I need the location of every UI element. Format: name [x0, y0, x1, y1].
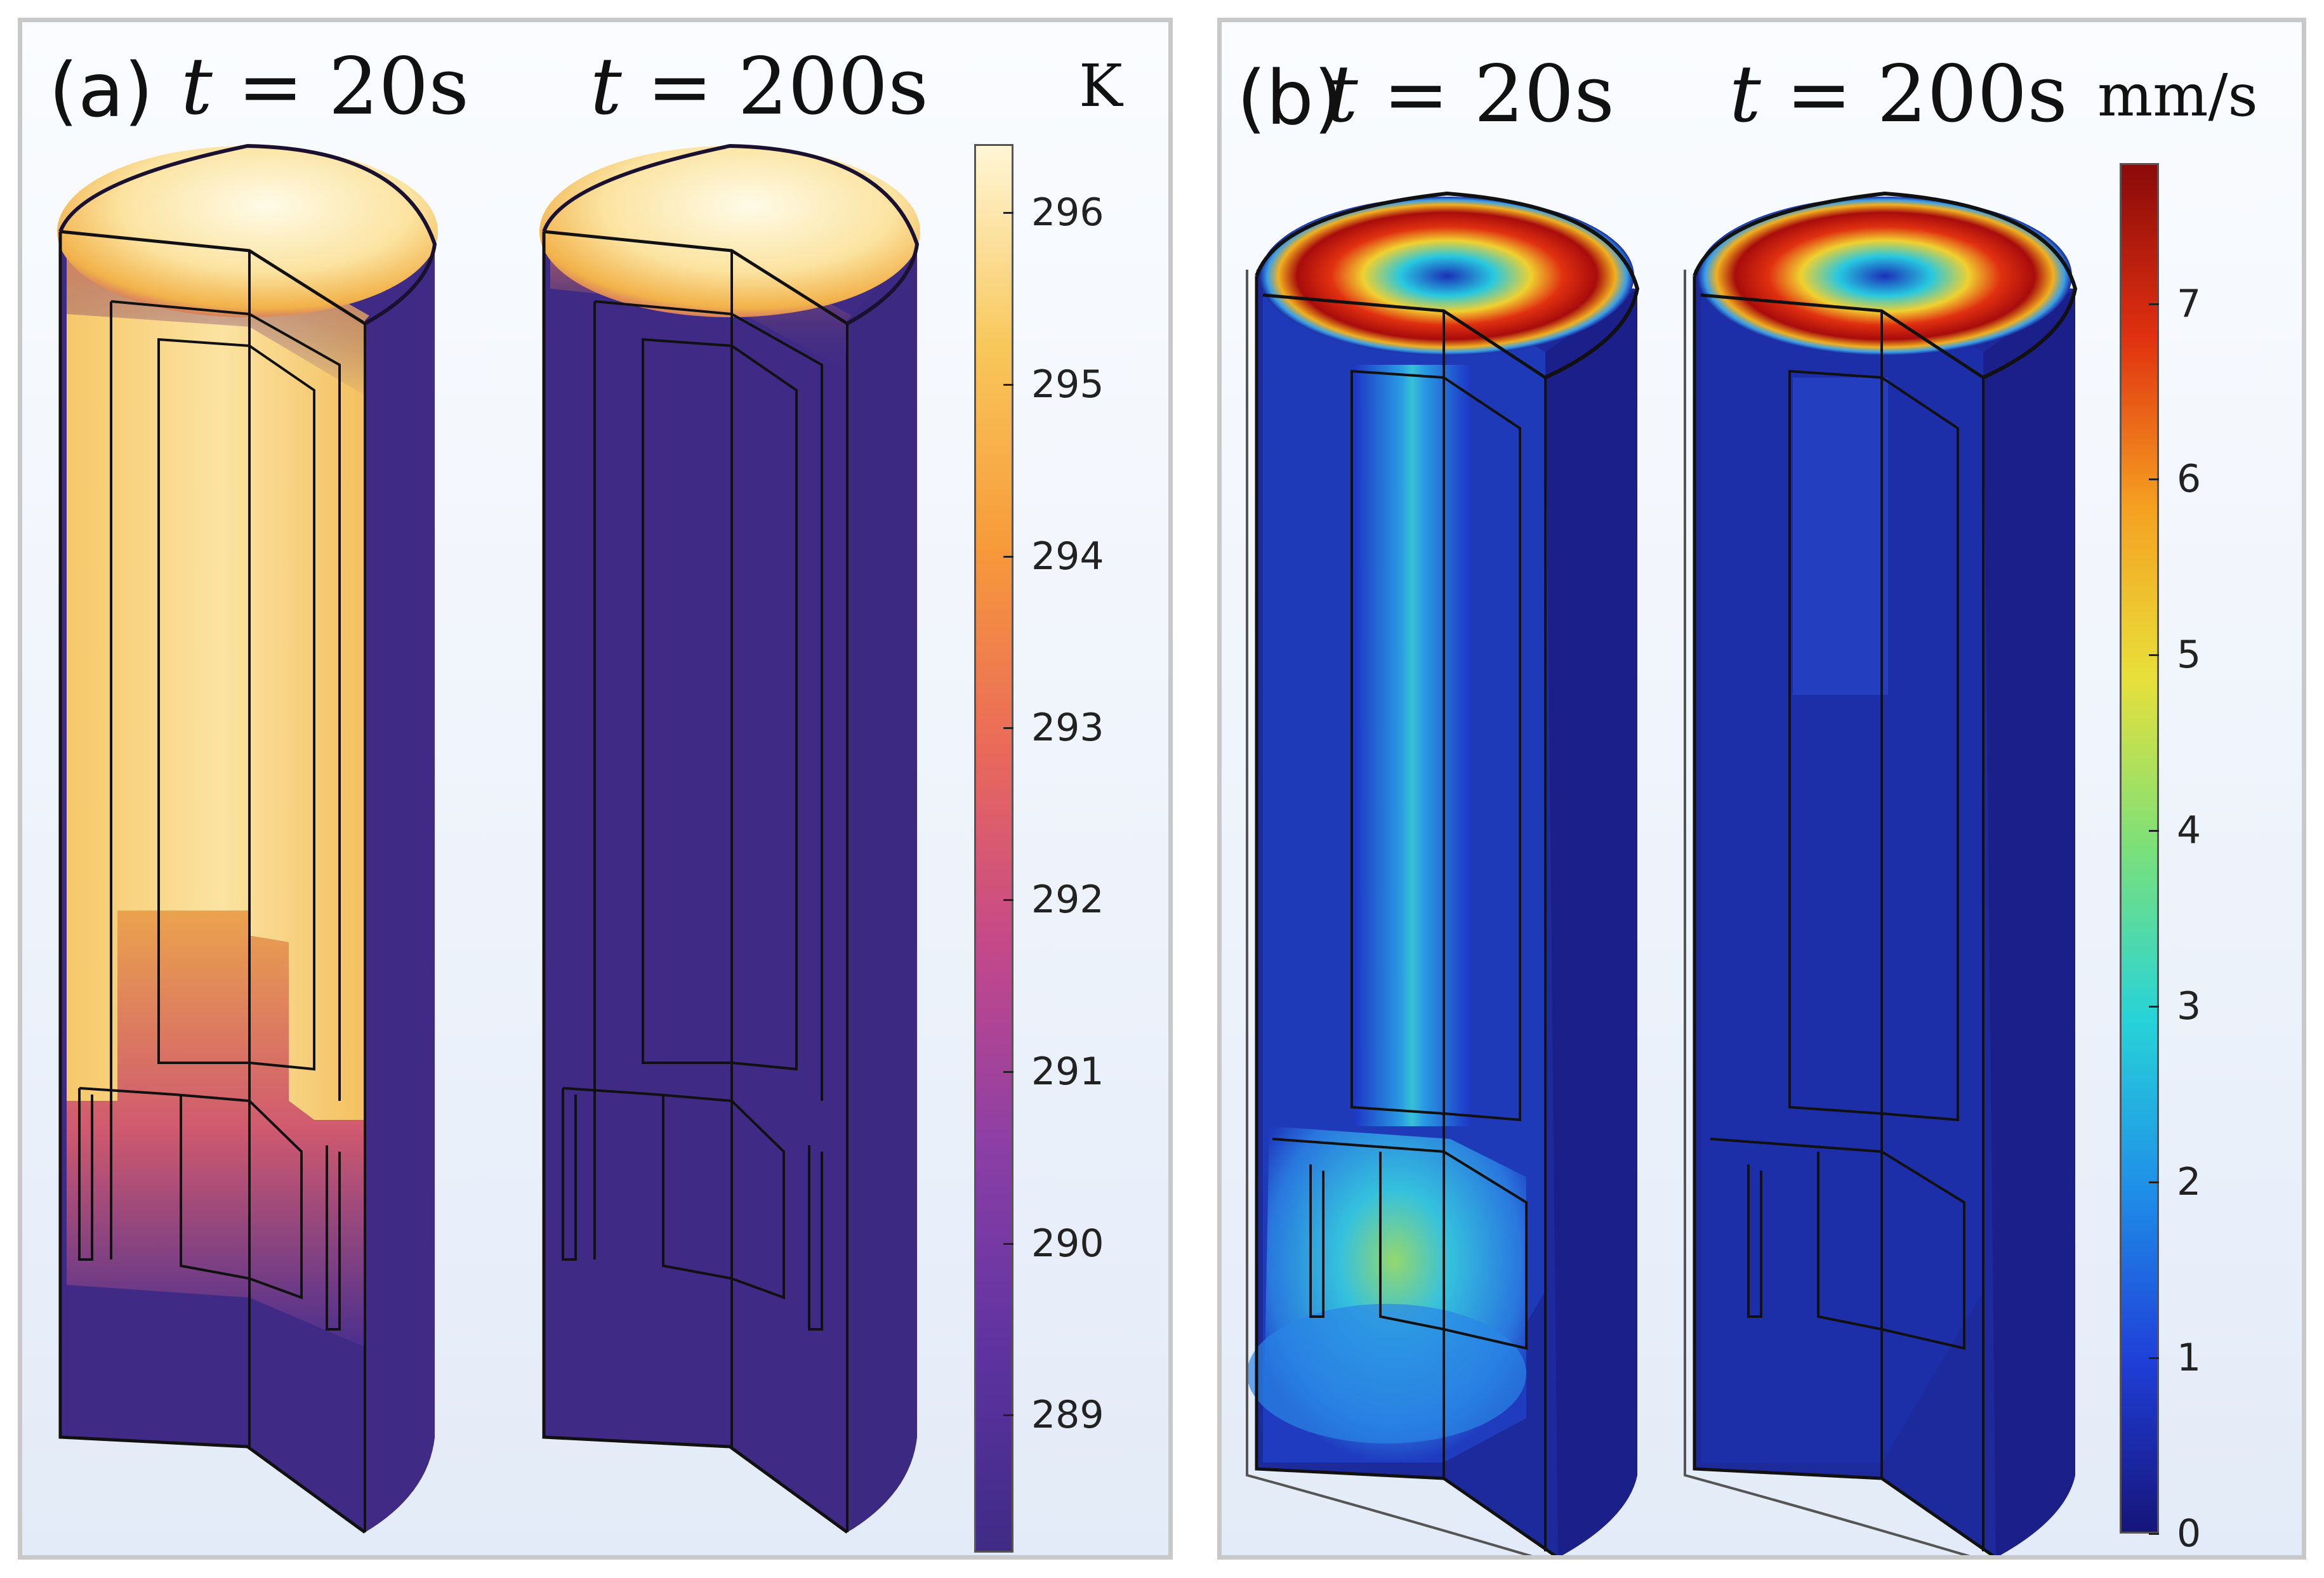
colorbar-tick-label: 289	[1031, 1393, 1104, 1438]
time-variable: t	[1729, 49, 1761, 140]
panel-b-unit: mm/s	[2097, 62, 2258, 129]
colorbar-tick-label: 296	[1031, 190, 1104, 235]
colorbar-tick	[1003, 1242, 1013, 1245]
panel-a-temperature: (a) t = 20s t = 200s K	[18, 18, 1173, 1560]
colorbar-temperature	[974, 144, 1013, 1553]
colorbar-tick	[1003, 1414, 1013, 1417]
colorbar-tick-label: 294	[1031, 534, 1104, 579]
colorbar-tick-label: 291	[1031, 1049, 1104, 1094]
panel-a-time-20s: t = 20s	[181, 48, 469, 126]
cylinder-t200s-velocity	[1684, 191, 2078, 1555]
colorbar-tick-label: 3	[2177, 984, 2202, 1029]
colorbar-tick	[2149, 1181, 2159, 1184]
panel-a-label: (a)	[49, 46, 154, 134]
panel-a-cylinders	[57, 143, 920, 1534]
colorbar-tick-label: 7	[2177, 281, 2202, 326]
time-value: = 20s	[1383, 49, 1614, 140]
colorbar-tick	[2149, 478, 2159, 481]
colorbar-tick	[2149, 1533, 2159, 1535]
panel-b-time-20s: t = 20s	[1326, 55, 1614, 134]
colorbar-tick	[1003, 384, 1013, 386]
colorbar-tick	[2149, 654, 2159, 657]
panel-b-cylinders	[1246, 191, 2078, 1555]
colorbar-tick-label: 0	[2177, 1511, 2202, 1556]
time-variable: t	[181, 41, 213, 133]
colorbar-tick-label: 1	[2177, 1336, 2202, 1381]
colorbar-tick	[2149, 830, 2159, 832]
colorbar-tick-label: 290	[1031, 1221, 1104, 1266]
panel-b-velocity: (b) t = 20s t = 200s mm/s	[1217, 18, 2306, 1560]
colorbar-tick	[1003, 727, 1013, 730]
colorbar-tick	[1003, 899, 1013, 902]
panel-a-time-200s: t = 200s	[590, 48, 928, 126]
colorbar-tick-label: 295	[1031, 362, 1104, 407]
cylinder-t20s-velocity	[1246, 191, 1640, 1555]
colorbar-tick	[1003, 1070, 1013, 1073]
colorbar-tick-label: 292	[1031, 878, 1104, 923]
colorbar-tick	[2149, 303, 2159, 305]
time-value: = 200s	[647, 41, 928, 133]
panel-a-unit: K	[1079, 52, 1123, 120]
time-variable: t	[590, 41, 622, 133]
colorbar-tick-label: 293	[1031, 706, 1104, 751]
cylinder-t200s-temperature	[539, 143, 920, 1534]
time-value: = 20s	[237, 41, 469, 133]
colorbar-tick	[2149, 1006, 2159, 1008]
colorbar-tick-label: 2	[2177, 1160, 2202, 1205]
colorbar-velocity	[2120, 163, 2159, 1534]
panel-b-label: (b)	[1237, 54, 1343, 141]
time-value: = 200s	[1786, 49, 2068, 140]
colorbar-tick	[1003, 555, 1013, 558]
cylinder-t20s-temperature	[57, 143, 438, 1534]
colorbar-tick-label: 6	[2177, 457, 2202, 502]
time-variable: t	[1326, 49, 1358, 140]
colorbar-tick-label: 4	[2177, 808, 2202, 853]
colorbar-tick	[2149, 1357, 2159, 1360]
colorbar-tick-label: 5	[2177, 633, 2202, 678]
panel-b-time-200s: t = 200s	[1729, 55, 2068, 134]
colorbar-tick	[1003, 212, 1013, 214]
